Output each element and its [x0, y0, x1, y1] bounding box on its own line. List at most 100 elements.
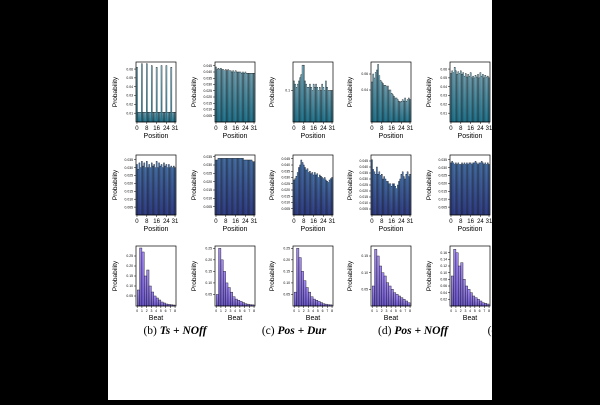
x-tick-label: 24 — [398, 126, 405, 132]
bar — [304, 80, 306, 123]
y-tick-label: 0.010 — [204, 108, 213, 112]
bar — [293, 80, 295, 123]
bar — [381, 81, 383, 123]
x-tick-label: 0 — [135, 126, 139, 132]
bar — [312, 174, 315, 216]
bar — [482, 74, 484, 123]
bar — [395, 294, 399, 307]
y-tick-label: 0.015 — [204, 101, 213, 105]
bar — [403, 176, 405, 216]
bar — [169, 112, 171, 123]
bar — [323, 90, 326, 123]
y-tick-label: 0.030 — [204, 83, 213, 87]
x-tick-label: 31 — [407, 219, 414, 225]
bar — [398, 181, 400, 216]
y-tick-label: 0.040 — [204, 70, 213, 74]
bar — [398, 100, 400, 123]
bar — [480, 75, 483, 123]
bar — [216, 69, 218, 123]
bar — [373, 77, 376, 123]
bar — [310, 296, 314, 307]
bar — [170, 165, 173, 216]
x-axis-label: Position — [379, 133, 404, 140]
bar — [403, 100, 405, 123]
bar — [222, 69, 225, 123]
bar — [227, 158, 229, 216]
bar — [295, 87, 298, 123]
bar — [216, 159, 218, 216]
bar — [147, 112, 149, 123]
bar — [404, 97, 406, 123]
bar — [225, 158, 227, 216]
bar — [144, 112, 147, 123]
bar — [462, 279, 466, 307]
bar — [481, 302, 485, 307]
bar — [237, 71, 239, 123]
y-tick-label: 0.030 — [439, 166, 448, 170]
bar — [474, 297, 478, 307]
bar — [390, 185, 393, 216]
bar — [141, 161, 143, 216]
bar — [487, 162, 489, 216]
bar — [457, 71, 460, 123]
x-tick-label: 16 — [467, 126, 474, 132]
y-tick-label: 0.10 — [361, 271, 368, 275]
y-tick-label: 0.15 — [361, 254, 368, 258]
bar — [377, 64, 379, 123]
bar — [148, 285, 152, 307]
bar — [157, 112, 159, 123]
bar — [390, 92, 393, 123]
bar — [374, 249, 378, 307]
bar — [400, 173, 403, 216]
x-axis-label: Position — [458, 133, 483, 140]
bar — [155, 297, 159, 307]
bar — [477, 74, 479, 123]
bar — [307, 172, 310, 216]
x-tick-label: 6 — [479, 309, 481, 313]
bar — [301, 64, 304, 123]
plot-frame — [214, 154, 256, 216]
bar — [229, 158, 232, 216]
x-axis-label: Position — [458, 226, 483, 233]
bar — [388, 183, 390, 216]
bar — [299, 164, 301, 216]
y-tick-label: 0.16 — [440, 251, 447, 255]
bar — [157, 167, 159, 216]
x-tick-label: 1 — [298, 309, 300, 313]
bar — [392, 94, 394, 123]
bar — [463, 162, 466, 216]
bar — [242, 302, 245, 307]
y-tick-label: 0.045 — [282, 157, 291, 161]
bar — [233, 71, 236, 123]
bar — [220, 259, 224, 307]
y-tick-label: 0.035 — [360, 171, 369, 175]
y-tick-label: 0.1 — [285, 89, 290, 93]
x-axis-label: Position — [301, 226, 326, 233]
bar — [253, 161, 255, 216]
x-tick-label: 5 — [239, 309, 241, 313]
bar — [160, 301, 164, 307]
x-tick-label: 4 — [234, 309, 236, 313]
bar — [146, 161, 148, 216]
x-tick-label: 0 — [370, 126, 374, 132]
bar — [321, 83, 323, 123]
x-tick-label: 7 — [326, 309, 328, 313]
bar — [243, 159, 245, 216]
bar — [323, 177, 326, 216]
bar — [143, 112, 146, 123]
bar — [483, 164, 485, 216]
x-tick-label: 3 — [150, 309, 152, 313]
bar — [388, 89, 390, 123]
bar — [243, 73, 245, 123]
bar — [173, 112, 175, 123]
bar — [249, 159, 252, 216]
x-tick-label: 5 — [160, 309, 162, 313]
bar — [314, 172, 316, 216]
bar — [226, 70, 228, 123]
y-tick-label: 0.015 — [439, 190, 448, 194]
bar — [300, 159, 303, 216]
bar — [484, 75, 487, 123]
bar — [384, 84, 387, 123]
bar — [469, 292, 473, 307]
x-tick-label: 31 — [251, 219, 258, 225]
